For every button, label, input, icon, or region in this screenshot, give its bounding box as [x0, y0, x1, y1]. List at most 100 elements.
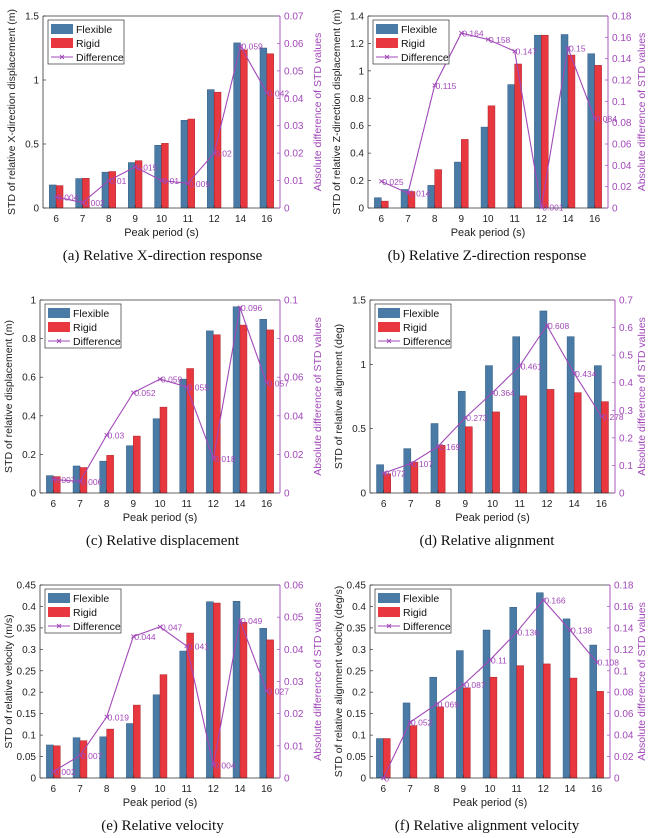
x-tick-label: 11 — [183, 214, 194, 225]
bar-flexible — [206, 330, 214, 494]
panel-caption: (f) Relative alignment velocity — [395, 818, 580, 833]
y-tick-label: 0.35 — [347, 623, 367, 634]
difference-data-label: 0.273 — [466, 413, 488, 423]
y2-tick-label: 0.1 — [612, 97, 626, 108]
difference-marker — [77, 753, 83, 758]
difference-marker — [132, 164, 138, 170]
legend-swatch-flexible — [378, 593, 400, 603]
y-tick-label: 0.15 — [347, 709, 367, 720]
y-tick-label: 0 — [33, 204, 39, 215]
x-tick-label: 8 — [435, 499, 441, 510]
y-tick-label: 0.35 — [17, 623, 37, 634]
x-tick-label: 16 — [596, 499, 608, 510]
chart-panel-d: 0 0.5 1 1.5 0 0.1 0.2 0.3 0.4 0.5 0.6 0.7 6 7 8 9 10 11 12… — [325, 270, 649, 555]
difference-marker — [512, 48, 517, 54]
bar-flexible — [376, 464, 384, 494]
y2-tick-label: 0.18 — [614, 581, 634, 592]
bar-rigid — [239, 324, 248, 494]
x-tick-label: 14 — [569, 499, 581, 510]
x-tick-label: 8 — [432, 214, 438, 225]
difference-marker — [599, 414, 604, 419]
difference-marker — [434, 701, 439, 707]
x-tick-label: 7 — [77, 784, 83, 795]
y-tick-label: 0.6 — [22, 373, 36, 384]
bar-flexible — [374, 197, 382, 209]
bar-flexible — [259, 319, 267, 494]
difference-data-label: 0.004 — [57, 193, 79, 203]
y-axis-label: STD of relative alignment (deg) — [333, 324, 345, 469]
y-tick-label: 0.05 — [347, 752, 367, 763]
y-axis-label: STD of relative displacement (m) — [3, 320, 15, 473]
y-tick-label: 0.2 — [350, 176, 364, 187]
y-tick-label: 0.25 — [17, 666, 37, 677]
y2-tick-label: 0 — [614, 774, 620, 785]
legend-marker-difference — [56, 338, 62, 344]
difference-marker — [459, 30, 464, 36]
bar-rigid — [461, 139, 469, 209]
difference-data-label: 0.01 — [163, 176, 180, 186]
difference-data-label: 0.084 — [596, 114, 618, 124]
y2-tick-label: 0.16 — [614, 602, 634, 613]
chart-svg-f: 0 0.05 0.1 0.15 0.2 0.25 0.3 0.35 0.4 0.45 0 0.02 0.… — [333, 581, 648, 835]
x-tick-label: 12 — [541, 499, 553, 510]
x-tick-label: 16 — [591, 784, 603, 795]
legend-marker-difference — [59, 54, 65, 60]
difference-marker — [51, 769, 56, 774]
difference-data-label: 0.166 — [544, 596, 566, 606]
bar-flexible — [536, 592, 544, 779]
x-tick-label: 10 — [482, 214, 494, 225]
difference-data-label: 0.096 — [241, 303, 263, 313]
chart-svg-d: 0 0.5 1 1.5 0 0.1 0.2 0.3 0.4 0.5 0.6 0.7 6 7 8 9 10 11 12… — [333, 296, 648, 550]
y2-tick-label: 0.04 — [284, 94, 304, 105]
bar-flexible — [232, 306, 241, 494]
y2-tick-label: 0.02 — [612, 182, 632, 193]
y-axis-label: STD of relative alignment velocity (deg/… — [333, 586, 345, 777]
y-tick-label: 0 — [30, 489, 36, 500]
y2-tick-label: 0.6 — [619, 323, 633, 334]
y-tick-label: 1 — [30, 296, 36, 307]
bar-rigid — [186, 632, 194, 779]
legend-marker-difference — [386, 623, 392, 629]
difference-data-label: 0.108 — [598, 658, 620, 668]
y2-tick-label: 0.02 — [284, 149, 304, 160]
y2-tick-label: 0.02 — [284, 709, 304, 720]
difference-marker — [544, 323, 550, 328]
bar-rigid — [546, 389, 555, 494]
difference-marker — [80, 200, 85, 205]
difference-marker — [381, 775, 386, 781]
legend-swatch-flexible — [376, 24, 398, 34]
y-tick-label: 1 — [358, 66, 364, 77]
difference-data-label: 0.059 — [242, 42, 264, 52]
difference-data-label: 0 — [384, 774, 389, 784]
x-tick-label: 11 — [509, 214, 520, 225]
y-tick-label: 0.8 — [22, 334, 36, 345]
x-tick-label: 7 — [408, 499, 414, 510]
legend-swatch-rigid — [51, 38, 73, 48]
legend-swatch-flexible — [378, 308, 400, 318]
y2-tick-label: 0.14 — [612, 54, 632, 65]
legend-label-rigid: Rigid — [73, 322, 97, 334]
bar-rigid — [569, 677, 578, 779]
y-axis-label: STD of relative X-direction displacement… — [6, 9, 18, 215]
difference-data-label: 0.115 — [436, 81, 457, 91]
difference-marker — [514, 629, 519, 635]
y2-tick-label: 0.7 — [619, 296, 633, 307]
y-tick-label: 0.3 — [352, 645, 366, 656]
legend-label-rigid: Rigid — [76, 38, 100, 50]
bar-rigid — [436, 706, 444, 779]
difference-marker — [77, 479, 83, 484]
y2-tick-label: 0 — [284, 204, 290, 215]
difference-data-label: 0.044 — [134, 632, 156, 642]
difference-marker — [379, 179, 384, 184]
difference-data-label: 0.015 — [136, 162, 158, 172]
bar-rigid — [519, 395, 528, 494]
bar-flexible — [180, 120, 189, 209]
x-tick-label: 16 — [589, 214, 601, 225]
legend-marker-difference — [56, 623, 62, 629]
bar-rigid — [541, 34, 549, 209]
legend-swatch-rigid — [48, 322, 70, 332]
x-tick-label: 9 — [459, 214, 465, 225]
legend-label-rigid: Rigid — [73, 607, 97, 619]
bar-rigid — [381, 200, 389, 209]
y-tick-label: 0 — [360, 774, 366, 785]
